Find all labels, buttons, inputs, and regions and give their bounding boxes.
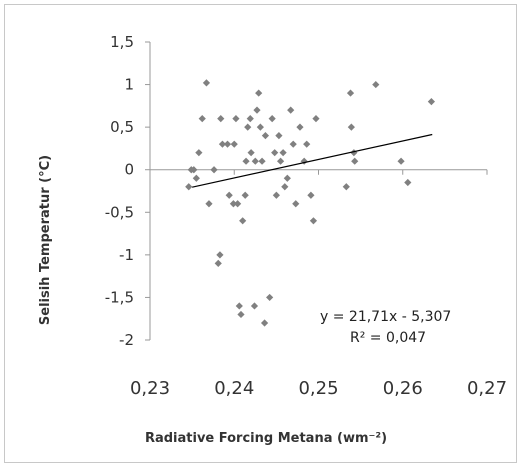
data-point [296,123,304,131]
data-point [268,115,276,123]
data-point [272,191,280,199]
data-point [281,183,289,191]
y-tick-label: 0,5 [110,118,134,136]
data-points [185,79,435,327]
y-axis: 1,5 1 0,5 0 -0,5 -1 -1,5 -2 [105,33,151,349]
data-point [266,293,274,302]
data-point [229,200,238,208]
data-point [287,106,295,114]
data-point [210,166,218,174]
data-point [218,140,227,148]
data-point [205,200,213,208]
data-point [192,174,200,182]
data-point [247,149,255,157]
data-point [260,319,269,327]
chart-frame: 1,5 1 0,5 0 -0,5 -1 -1,5 -2 0,23 0,24 0,25 0,26 0,2… [4,4,517,463]
data-point [258,157,266,165]
r-squared-label: R² = 0,047 [350,330,426,346]
x-axis: 0,23 0,24 0,25 0,26 0,27 [130,169,507,399]
data-point [303,140,311,148]
data-point [216,251,224,259]
data-point [307,191,315,199]
data-point [217,115,225,123]
data-point [241,191,249,199]
data-point [237,310,245,319]
y-tick-label: -1,5 [105,288,134,306]
data-point [185,183,193,191]
data-point [312,115,320,123]
data-point [239,217,247,225]
data-point [246,115,254,123]
data-point [289,140,297,148]
x-tick-label: 0,24 [214,378,254,399]
x-tick-label: 0,25 [298,378,338,399]
y-tick-label: 1 [124,76,134,94]
data-point [253,106,261,114]
data-point [427,98,435,106]
data-point [242,157,250,165]
data-point [292,200,300,208]
data-point [283,174,291,182]
data-point [271,149,279,157]
y-tick-label: -2 [119,331,134,349]
data-point [309,217,318,225]
data-point [190,166,198,174]
y-tick-label: 0 [124,161,134,179]
data-point [404,178,412,187]
data-point [342,183,350,191]
data-point [232,115,240,123]
data-point [244,123,252,131]
trendline-group [191,133,433,188]
data-point [346,89,355,97]
data-point [230,140,238,148]
data-point [250,302,259,310]
data-point [225,191,233,199]
data-point [372,80,380,89]
trendline [191,133,433,188]
data-point [279,149,287,157]
y-tick-label: 1,5 [110,33,134,51]
data-point [256,123,264,131]
data-point [198,115,206,123]
data-point [276,157,285,165]
data-point [261,132,270,140]
data-point [234,200,242,208]
data-point [351,157,359,165]
data-point [235,302,243,310]
data-point [195,149,203,157]
data-point [347,123,355,131]
y-axis-title: Selisih Temperatur (°C) [38,155,53,325]
data-point [255,89,263,97]
scatter-chart: 1,510,50-0,5-1-1,5-2 0,23 0,24 0,25 0,26 0,2… [38,33,507,446]
data-point [214,259,222,267]
data-point [202,79,211,87]
x-tick-label: 0,23 [130,378,170,399]
y-tick-label: -1 [119,246,134,264]
x-axis-title: Radiative Forcing Metana (wm⁻²) [145,431,387,446]
y-tick-label: -0,5 [105,203,134,221]
data-point [397,157,405,165]
x-tick-label: 0,27 [467,378,507,399]
data-point [251,157,259,165]
data-point [275,132,283,140]
data-point [223,140,232,148]
x-tick-label: 0,26 [383,378,423,399]
trendline-equation: y = 21,71x - 5,307 [320,309,451,325]
